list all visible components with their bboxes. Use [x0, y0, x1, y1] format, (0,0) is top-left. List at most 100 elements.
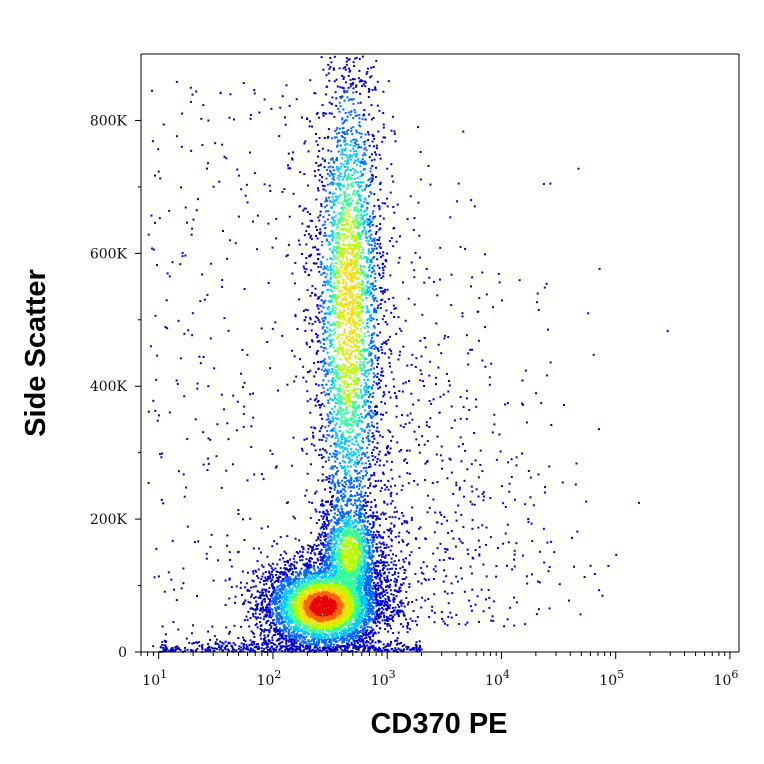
- data-point: [268, 575, 271, 578]
- data-point: [286, 627, 289, 630]
- data-point: [288, 590, 290, 593]
- data-point: [370, 153, 373, 156]
- data-point: [341, 386, 344, 389]
- data-point: [332, 420, 334, 423]
- data-point: [321, 571, 324, 574]
- data-point: [324, 276, 327, 279]
- data-point: [325, 576, 328, 579]
- data-point: [360, 613, 363, 616]
- data-point: [344, 334, 347, 337]
- data-point: [389, 485, 392, 488]
- data-point: [354, 635, 357, 638]
- data-point: [268, 608, 271, 611]
- data-point: [343, 392, 345, 395]
- data-point: [343, 628, 346, 631]
- data-point: [173, 588, 176, 591]
- data-point: [288, 618, 291, 621]
- data-point: [280, 590, 283, 593]
- data-point: [356, 164, 359, 167]
- data-point: [374, 590, 377, 593]
- data-point: [363, 214, 366, 217]
- data-point: [375, 346, 377, 349]
- data-point: [350, 264, 353, 267]
- data-point: [399, 611, 402, 614]
- data-point: [332, 399, 335, 402]
- data-point: [323, 515, 325, 518]
- data-point: [343, 192, 346, 195]
- data-point: [317, 319, 320, 321]
- data-point: [338, 614, 341, 617]
- data-point: [355, 247, 358, 250]
- data-point: [308, 572, 311, 575]
- data-point: [367, 435, 370, 437]
- data-point: [370, 176, 373, 179]
- data-point: [367, 252, 370, 255]
- data-point: [370, 345, 373, 348]
- data-point: [335, 104, 338, 107]
- data-point: [363, 148, 366, 151]
- data-point: [348, 264, 351, 267]
- data-point: [343, 640, 345, 643]
- data-point: [363, 564, 366, 567]
- data-point: [332, 359, 335, 362]
- data-point: [228, 577, 231, 580]
- data-point: [333, 582, 335, 585]
- data-point: [372, 602, 375, 604]
- data-point: [374, 285, 377, 287]
- data-point: [332, 252, 334, 255]
- data-point: [364, 505, 367, 508]
- data-point: [349, 177, 352, 180]
- data-point: [382, 112, 385, 114]
- data-point: [330, 540, 333, 543]
- data-point: [358, 558, 361, 561]
- data-point: [374, 456, 377, 459]
- data-point: [376, 306, 379, 309]
- data-point: [360, 181, 363, 184]
- data-point: [368, 343, 370, 346]
- data-point: [356, 576, 359, 579]
- data-point: [330, 556, 332, 559]
- data-point: [321, 402, 324, 405]
- data-point: [367, 432, 370, 435]
- data-point: [348, 294, 351, 297]
- data-point: [378, 208, 381, 211]
- data-point: [316, 631, 319, 634]
- data-point: [339, 464, 342, 467]
- data-point: [337, 250, 340, 253]
- data-point: [291, 571, 294, 573]
- data-point: [338, 290, 341, 293]
- data-point: [347, 213, 350, 215]
- data-point: [332, 475, 335, 477]
- data-point: [330, 553, 333, 556]
- data-point: [359, 330, 362, 333]
- data-point: [252, 632, 255, 635]
- data-point: [371, 133, 374, 136]
- data-point: [339, 358, 342, 361]
- data-point: [347, 185, 350, 188]
- data-point: [352, 102, 355, 105]
- data-point: [400, 599, 403, 602]
- data-point: [274, 643, 277, 646]
- data-point: [356, 456, 359, 459]
- data-point: [352, 117, 355, 120]
- data-point: [375, 166, 377, 169]
- data-point: [354, 531, 357, 533]
- data-point: [283, 611, 286, 614]
- data-point: [374, 534, 377, 536]
- data-point: [334, 460, 337, 463]
- data-point: [353, 536, 356, 539]
- data-point: [364, 209, 367, 212]
- data-point: [256, 605, 259, 608]
- data-point: [252, 570, 254, 573]
- data-point: [352, 548, 355, 551]
- data-point: [325, 338, 328, 341]
- data-point: [324, 500, 327, 503]
- data-point: [351, 421, 354, 424]
- data-point: [335, 413, 338, 416]
- data-point: [348, 242, 351, 245]
- data-point: [363, 160, 366, 163]
- data-point: [325, 197, 328, 200]
- data-point: [361, 290, 364, 293]
- data-point: [332, 476, 335, 479]
- data-point: [379, 490, 382, 493]
